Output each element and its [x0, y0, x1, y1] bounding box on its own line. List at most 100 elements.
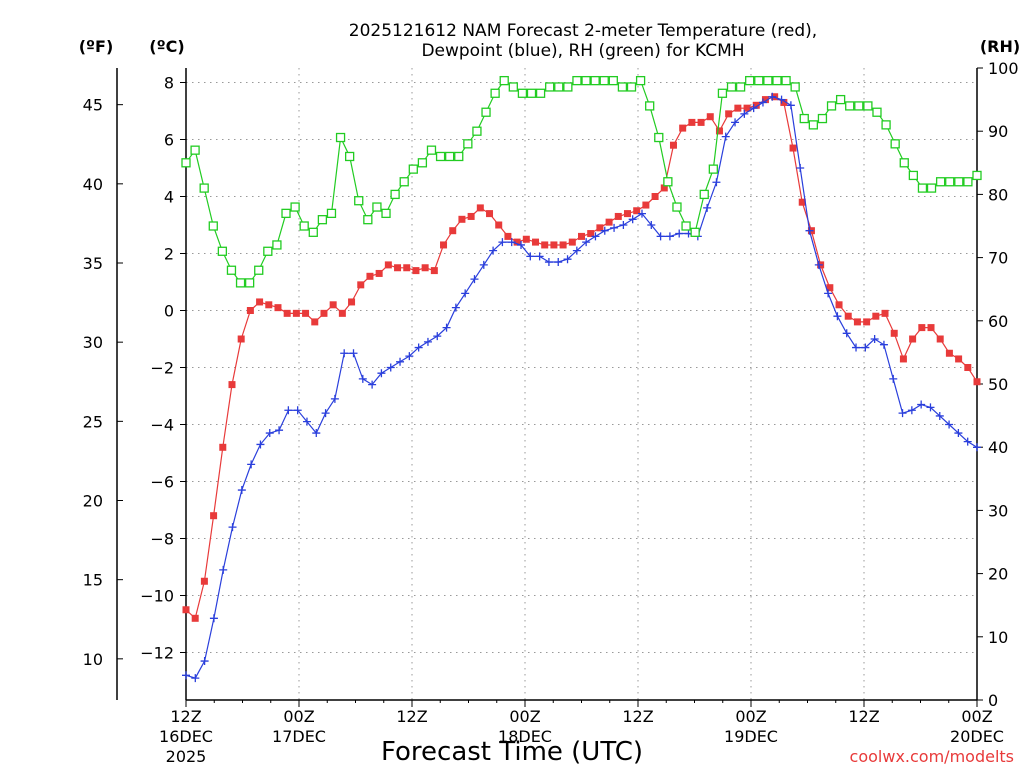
rh-point [463, 139, 473, 149]
axes [116, 67, 983, 707]
chart-title-line2: Dewpoint (blue), RH (green) for KCMH [421, 41, 744, 61]
dewpoint-point [461, 289, 470, 298]
dewpoint-point [926, 403, 935, 412]
rh-point [590, 75, 600, 86]
temperature-point [541, 241, 549, 249]
temperature-point [973, 378, 981, 386]
temperature-point [909, 335, 917, 343]
time-tick-label-hour: 12Z [848, 707, 879, 726]
celsius-axis-unit: (ºC) [149, 37, 184, 56]
rh-tick-label: 30 [988, 501, 1008, 520]
temperature-point [918, 324, 926, 332]
rh-tick-label: 10 [988, 628, 1008, 647]
temperature-point [440, 241, 448, 249]
time-tick-label-date: 20DEC [950, 727, 1004, 746]
celsius-tick-label: 0 [164, 302, 174, 321]
temperature-point [265, 301, 273, 309]
rh-point [208, 221, 218, 231]
rh-tick-label: 60 [988, 312, 1008, 331]
temperature-point [357, 281, 365, 289]
dewpoint-point [963, 437, 972, 446]
temperature-point [311, 318, 319, 326]
dewpoint-point [861, 343, 870, 352]
temperature-point [375, 269, 383, 277]
dewpoint-point [396, 357, 405, 366]
temperature-point [945, 349, 953, 357]
celsius-tick-label: 6 [164, 131, 174, 150]
rh-point [244, 278, 255, 288]
temperature-point [706, 113, 714, 121]
rh-point [645, 101, 655, 111]
dewpoint-point [833, 312, 842, 321]
dewpoint-point [433, 332, 442, 341]
rh-point [308, 227, 318, 237]
temperature-point [752, 101, 760, 109]
temperature-point [522, 235, 530, 243]
dewpoint-point [284, 406, 293, 415]
temperature-point [366, 272, 374, 280]
dewpoint-point [535, 252, 544, 261]
dewpoint-point [498, 238, 507, 247]
rh-point [735, 82, 746, 92]
rh-point [545, 82, 555, 92]
rh-point [226, 265, 237, 275]
data-series [181, 75, 982, 683]
temperature-point [338, 309, 346, 317]
rh-tick-label: 90 [988, 122, 1008, 141]
dewpoint-point [879, 340, 888, 349]
rh-point [445, 151, 455, 162]
dewpoint-point [768, 92, 777, 101]
dewpoint-point [628, 215, 637, 224]
series-line [185, 96, 978, 679]
temperature-point [467, 212, 475, 220]
celsius-tick-label: 8 [164, 74, 174, 93]
temperature-point [504, 232, 512, 240]
dewpoint-point [228, 523, 237, 532]
dewpoint-point [907, 406, 916, 415]
rh-point [635, 75, 646, 86]
time-tick-label-date: 19DEC [724, 727, 778, 746]
rh-point [708, 164, 718, 174]
dewpoint-point [368, 380, 377, 389]
temperature-point [872, 312, 880, 320]
dewpoint-point [665, 232, 674, 241]
dewpoint-point [600, 226, 609, 235]
temperature-point [348, 298, 356, 306]
rh-point [754, 75, 764, 86]
dewpoint-point [423, 337, 432, 346]
fahrenheit-tick-label: 15 [83, 571, 103, 590]
rh-point [699, 189, 709, 200]
rh-point [790, 82, 800, 92]
dewpoint-point [870, 335, 879, 343]
rh-point [381, 208, 391, 219]
rh-point [299, 221, 309, 231]
dewpoint-point [898, 409, 907, 418]
celsius-tick-label: −12 [140, 644, 174, 663]
celsius-tick-label: 4 [164, 188, 174, 207]
dewpoint-point [470, 275, 479, 284]
rh-point [908, 170, 919, 181]
dewpoint-point [703, 203, 712, 212]
temperature-point [237, 335, 245, 343]
dewpoint-point [321, 409, 330, 418]
fahrenheit-axis-unit: (ºF) [79, 37, 114, 56]
dewpoint-point [451, 303, 460, 312]
dewpoint-point [675, 229, 684, 238]
temperature-point [559, 241, 567, 249]
rh-point [317, 215, 328, 225]
temperature-point [964, 364, 972, 371]
rh-point [372, 202, 382, 212]
temperature-point [587, 230, 595, 238]
rh-point [399, 177, 409, 187]
rh-point [472, 126, 482, 136]
rh-tick-label: 70 [988, 249, 1008, 268]
dewpoint-point [489, 246, 498, 255]
rh-point [599, 75, 609, 86]
fahrenheit-tick-label: 30 [83, 333, 103, 352]
dewpoint-point [637, 209, 646, 218]
dewpoint-point [526, 252, 535, 261]
dewpoint-point [814, 260, 823, 269]
rh-tick-label: 50 [988, 375, 1008, 394]
dewpoint-point [954, 429, 963, 438]
rh-point [417, 158, 428, 168]
